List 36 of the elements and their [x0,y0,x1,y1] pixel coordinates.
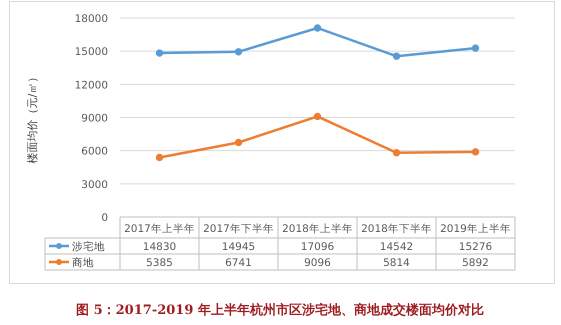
x-tick-label: 2019年上半年 [440,222,511,235]
data-label: 14542 [380,241,414,253]
y-tick-label: 0 [101,212,108,224]
y-tick-label: 12000 [74,79,108,92]
data-label: 5814 [383,257,410,269]
data-label: 9096 [304,257,332,269]
legend-label: 涉宅地 [72,240,105,253]
y-tick-label: 18000 [74,13,108,25]
text: 图 5：2017-2019 年上半年杭州市区涉宅地、商地成交楼面均价对比 [76,302,484,318]
data-label: 5385 [146,257,173,269]
point [314,24,322,32]
point [234,138,242,146]
data-label: 17096 [300,241,335,253]
point [392,52,400,60]
y-tick-label: 3000 [81,178,108,191]
point [234,48,242,56]
y-tick-label: 9000 [81,112,108,124]
legend-label: 商地 [72,256,94,269]
data-label: 14830 [142,241,176,253]
x-tick-label: 2017年上半年 [124,222,195,235]
y-tick-label: 15000 [74,46,108,58]
data-label: 14945 [222,241,256,253]
point [156,49,164,57]
point [472,44,480,52]
point [156,154,164,162]
x-tick-label: 2018年下半年 [361,222,432,235]
data-label: 6741 [225,257,252,269]
point [472,148,480,156]
point [392,149,400,156]
x-tick-label: 2018年上半年 [282,222,353,235]
y-tick-label: 6000 [81,146,108,158]
x-tick-label: 2017年下半年 [203,222,274,235]
point [314,112,322,120]
data-label: 5892 [462,257,489,269]
y-axis-title: 楼面均价（元/㎡） [26,72,39,164]
data-label: 15276 [458,241,493,253]
